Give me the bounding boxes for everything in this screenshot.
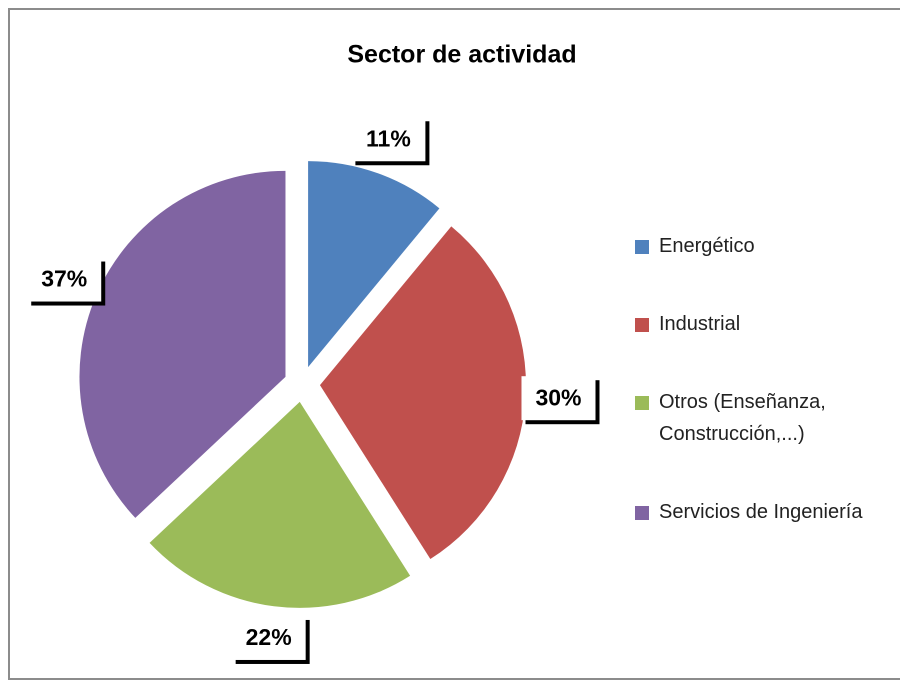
pie-slice xyxy=(79,170,286,518)
pie-slice xyxy=(319,226,526,560)
legend: Energético Industrial Otros (Enseñanza, Co… xyxy=(635,230,875,574)
legend-item: Energético xyxy=(635,230,875,262)
legend-item: Otros (Enseñanza, Construcción,...) xyxy=(635,386,875,450)
data-label-text: 30% xyxy=(535,384,581,410)
data-label-text: 37% xyxy=(41,266,87,292)
legend-swatch xyxy=(635,396,649,410)
data-label: 30% xyxy=(521,376,600,425)
data-label: 22% xyxy=(231,615,310,664)
chart-title: Sector de actividad xyxy=(347,41,576,69)
data-label-text: 22% xyxy=(246,624,292,650)
legend-label: Otros (Enseñanza, Construcción,...) xyxy=(659,391,826,445)
data-label: 11% xyxy=(351,117,430,166)
legend-label: Industrial xyxy=(659,313,741,335)
data-label-text: 11% xyxy=(366,125,411,151)
data-label: 37% xyxy=(27,257,106,306)
label-box xyxy=(521,376,596,421)
label-box xyxy=(27,257,102,302)
legend-label: Energético xyxy=(659,235,755,257)
pie-slice xyxy=(149,401,411,608)
label-box xyxy=(351,117,426,162)
legend-label: Servicios de Ingeniería xyxy=(659,501,863,523)
pie-slice xyxy=(308,161,440,368)
legend-swatch xyxy=(635,318,649,332)
legend-item: Servicios de Ingeniería xyxy=(635,496,875,528)
label-box xyxy=(231,615,306,660)
legend-swatch xyxy=(635,506,649,520)
legend-swatch xyxy=(635,240,649,254)
legend-item: Industrial xyxy=(635,308,875,340)
